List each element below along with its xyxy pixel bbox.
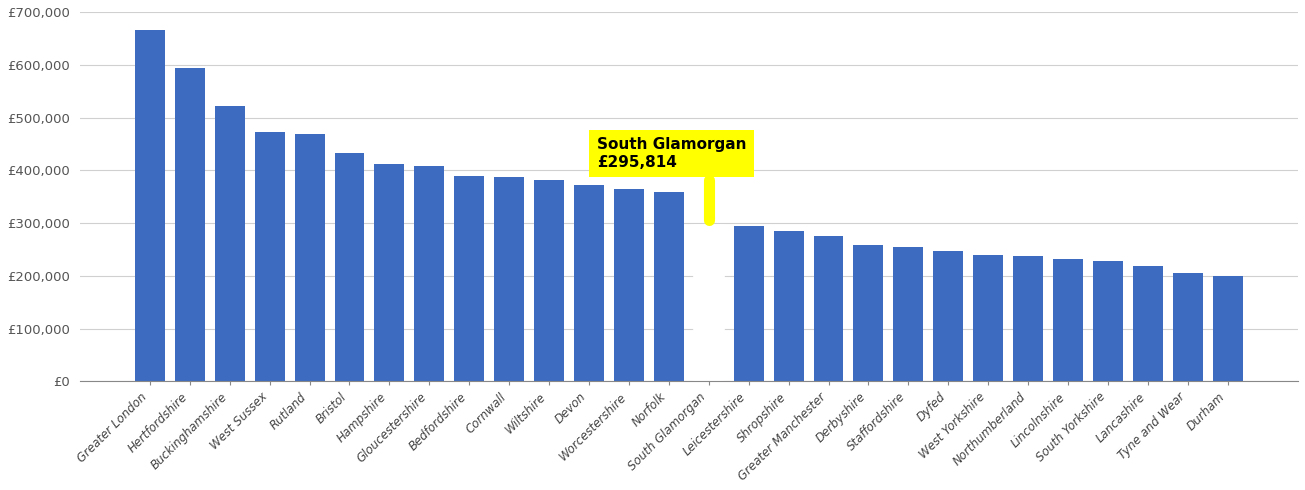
Bar [175, 69, 205, 381]
Bar [1053, 259, 1083, 381]
Bar [813, 236, 843, 381]
Bar [933, 251, 963, 381]
Bar [733, 226, 763, 381]
Bar [613, 189, 643, 381]
Text: South Glamorgan
£295,814: South Glamorgan £295,814 [596, 138, 746, 220]
Bar [1013, 256, 1043, 381]
Bar [1212, 276, 1242, 381]
Bar [415, 166, 444, 381]
Bar [654, 193, 684, 381]
Bar [215, 106, 245, 381]
Bar [375, 165, 405, 381]
Bar [774, 231, 804, 381]
Bar [853, 245, 883, 381]
Bar [534, 180, 564, 381]
Bar [694, 225, 724, 381]
Bar [574, 185, 604, 381]
Bar [454, 175, 484, 381]
Bar [295, 134, 325, 381]
Bar [1173, 273, 1203, 381]
Bar [974, 255, 1004, 381]
Bar [334, 153, 364, 381]
Bar [894, 247, 924, 381]
Bar [254, 132, 284, 381]
Bar [1133, 267, 1163, 381]
Bar [1094, 261, 1122, 381]
Bar [134, 30, 164, 381]
Bar [495, 177, 525, 381]
